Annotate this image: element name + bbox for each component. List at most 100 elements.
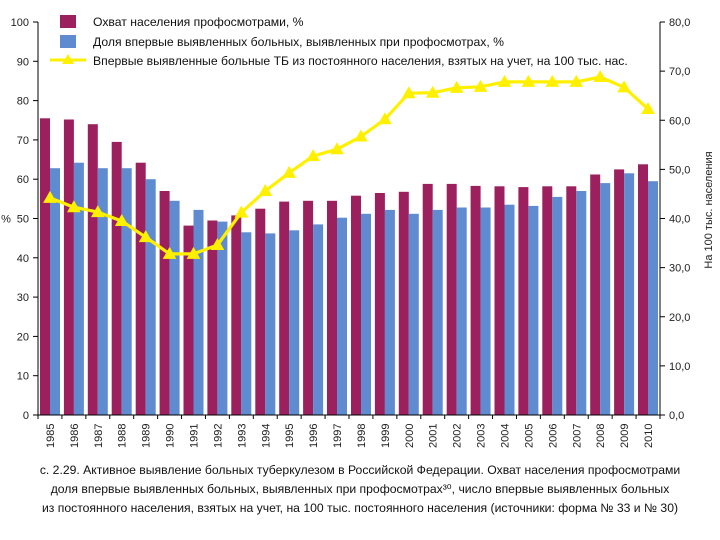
right-axis-label: На 100 тыс. населения [703,151,715,268]
bar-share-detected [121,168,132,415]
bar-coverage [159,191,170,415]
legend-label-coverage: Охват населения профосмотрами, % [93,15,304,29]
bar-share-detected [217,221,228,415]
bar-share-detected [408,213,419,415]
bar-share-detected [361,213,371,415]
incidence-point [378,112,392,125]
right-axis-tick-label: 30,0 [669,263,690,275]
bar-share-detected [337,217,347,415]
left-axis-tick-label: 20 [17,331,29,343]
bar-coverage [111,141,122,415]
line-layer [43,70,655,259]
bar-coverage [614,169,625,415]
bar-coverage [470,185,481,415]
incidence-point [473,79,488,92]
bar-share-detected [528,205,539,415]
bar-coverage [40,118,50,416]
bar-share-detected [241,232,252,415]
legend-swatch-share [60,35,76,48]
bar-share-detected [384,209,395,415]
bar-share-detected [432,209,443,415]
incidence-point [306,149,320,162]
bar-coverage [207,220,218,415]
x-axis-tick-label: 1997 [332,424,344,448]
bar-share-detected [456,207,467,415]
right-axis-tick-label: 10,0 [669,361,690,373]
incidence-point [593,70,608,83]
incidence-point [641,101,655,114]
bar-coverage [422,183,433,415]
incidence-point [282,165,297,178]
incidence-point [210,238,225,251]
x-axis-tick-label: 2007 [571,424,583,448]
incidence-point [114,213,129,226]
x-axis-tick-label: 1988 [117,424,129,448]
bar-share-detected [145,179,156,415]
bar-coverage [135,162,146,415]
legend: Охват населения профосмотрами, % Доля впе… [50,15,628,68]
incidence-point [90,205,105,218]
left-axis-tick-label: 70 [17,135,29,147]
left-axis-tick-label: 90 [17,56,29,68]
axes-layer: 0 10 20 30 40 50 60 70 80 90 100% 0,0 10,0 20,0 30,0 40… [1,17,715,448]
bar-share-detected [576,191,587,415]
incidence-point [354,129,368,142]
caption-line-1: с. 2.29. Активное выявление больных тубе… [39,463,681,477]
incidence-point [521,74,536,87]
incidence-point [234,205,249,218]
left-axis-tick-label: 60 [17,174,29,186]
incidence-point [425,85,440,98]
right-axis-tick-label: 40,0 [669,214,690,226]
bar-share-detected [265,233,276,415]
right-axis-tick-label: 50,0 [669,164,690,176]
bar-coverage [542,186,553,415]
incidence-point [43,190,57,203]
incidence-point [258,183,273,196]
x-axis-tick-label: 2009 [619,424,631,448]
incidence-point [186,246,201,259]
left-axis-tick-label: 30 [17,292,29,304]
x-axis-tick-label: 1987 [93,424,105,448]
left-axis-label: % [1,214,11,226]
x-axis-tick-label: 1998 [356,424,368,448]
incidence-point [67,200,81,213]
bar-coverage [255,208,266,415]
right-axis-tick-label: 60,0 [669,115,690,127]
x-axis-tick-label: 2010 [643,424,655,448]
left-axis-tick-label: 100 [11,17,29,29]
x-axis-tick-label: 1993 [236,424,248,448]
right-axis-tick-label: 80,0 [669,17,690,29]
incidence-point [497,74,512,87]
bar-share-detected [504,204,515,415]
legend-label-incidence: Впервые выявленные больные ТБ из постоян… [93,54,628,68]
bar-coverage [518,187,529,415]
left-axis-tick-label: 50 [17,214,29,226]
x-axis-tick-label: 1986 [69,424,81,448]
right-axis-tick-label: 20,0 [669,312,690,324]
incidence-point [401,86,416,99]
bar-share-detected [193,209,204,415]
bar-coverage [494,186,505,415]
x-axis-tick-label: 1994 [260,424,272,448]
incidence-point [545,74,560,87]
right-axis-tick-label: 0,0 [669,410,684,422]
caption-line-2: доля впервые выявленных больных, выявлен… [50,482,670,496]
legend-marker-incidence [62,54,74,64]
bar-share-detected [648,181,658,415]
bar-share-detected [480,207,491,415]
bar-share-detected [289,230,300,415]
bars-layer [40,118,658,416]
bar-coverage [231,215,242,415]
bar-coverage [63,119,74,415]
bar-share-detected [552,196,563,415]
left-axis-tick-label: 10 [17,371,29,383]
bar-coverage [638,164,648,415]
bar-share-detected [97,168,108,415]
incidence-point [617,80,631,93]
bar-coverage [446,183,457,415]
x-axis-tick-label: 1996 [308,424,320,448]
x-axis-tick-label: 2000 [404,424,416,448]
x-axis-tick-label: 1991 [189,424,201,448]
chart: 0 10 20 30 40 50 60 70 80 90 100% 0,0 10,0 20,0 30,0 40… [1,15,715,448]
x-axis-tick-label: 2004 [500,424,512,448]
